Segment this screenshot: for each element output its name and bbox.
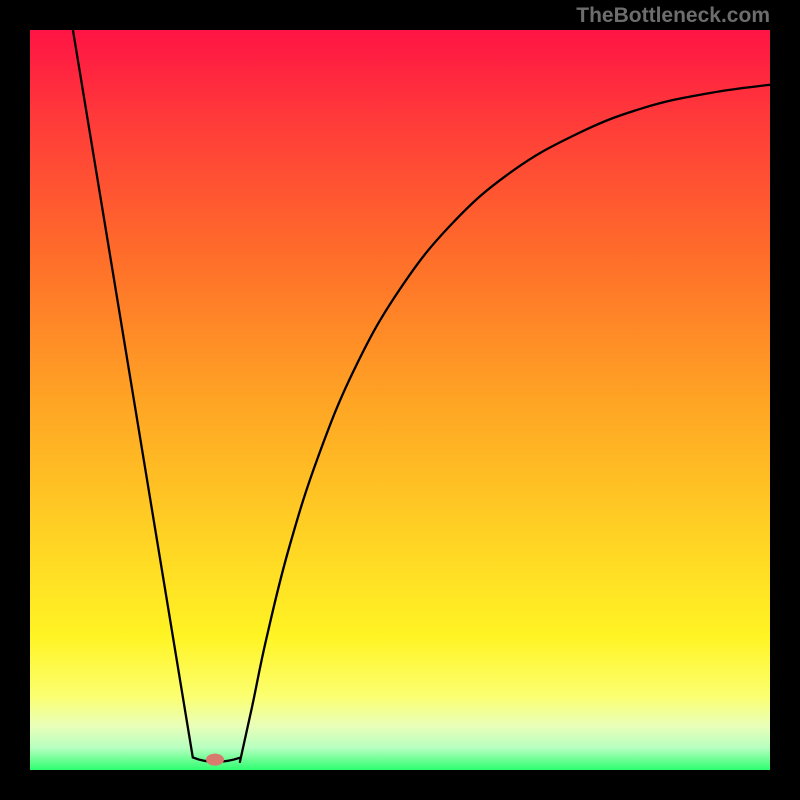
trough-marker <box>206 754 224 766</box>
gradient-background <box>30 30 770 770</box>
plot-area <box>30 30 770 770</box>
chart-container: TheBottleneck.com <box>0 0 800 800</box>
attribution-label: TheBottleneck.com <box>576 4 770 28</box>
